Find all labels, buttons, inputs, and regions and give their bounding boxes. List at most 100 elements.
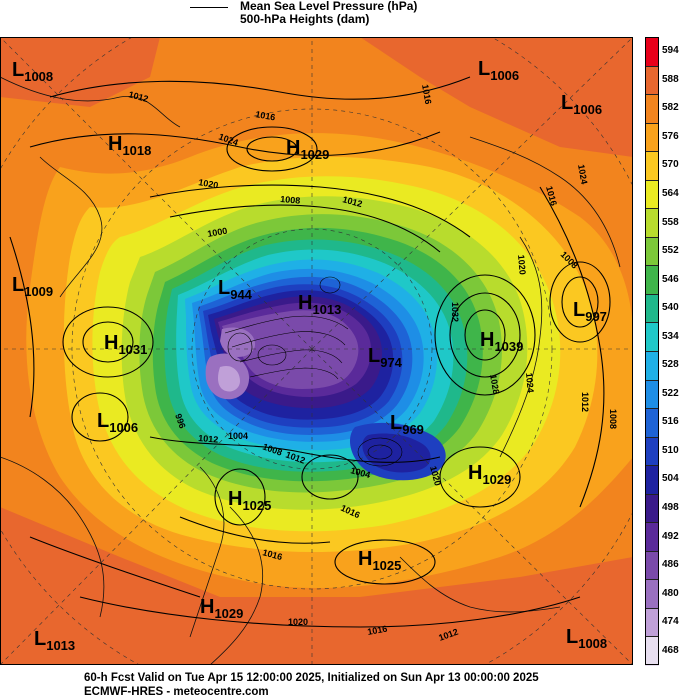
system-letter: H bbox=[358, 548, 372, 570]
isobar-label: 1020 bbox=[288, 617, 308, 627]
colorbar-label: 588 bbox=[662, 73, 679, 85]
system-letter: L bbox=[218, 277, 230, 299]
system-letter: L bbox=[390, 412, 402, 434]
pressure-system: L1009 bbox=[12, 274, 53, 299]
colorbar-swatch bbox=[645, 94, 659, 124]
height-band-588-s bbox=[0, 507, 633, 665]
pressure-system: L997 bbox=[573, 299, 607, 324]
isobar-label: 1012 bbox=[198, 433, 219, 445]
system-letter: L bbox=[478, 58, 490, 80]
colorbar-label: 516 bbox=[662, 416, 679, 428]
colorbar-swatch bbox=[645, 636, 659, 666]
system-value: 1029 bbox=[482, 472, 511, 487]
legend-line-swatch bbox=[190, 7, 228, 8]
system-value: 1029 bbox=[214, 606, 243, 621]
map-frame bbox=[0, 37, 633, 665]
system-value: 1025 bbox=[242, 498, 271, 513]
system-value: 1039 bbox=[494, 339, 523, 354]
system-value: 1006 bbox=[573, 102, 602, 117]
colorbar-swatch bbox=[645, 265, 659, 295]
colorbar-swatch bbox=[645, 236, 659, 267]
system-value: 1013 bbox=[46, 638, 75, 653]
pressure-system: H1029 bbox=[286, 137, 329, 162]
pressure-system: H1013 bbox=[298, 292, 341, 317]
system-value: 1008 bbox=[578, 636, 607, 651]
colorbar-label: 558 bbox=[662, 216, 679, 228]
isobars bbox=[9, 76, 611, 628]
system-value: 1029 bbox=[300, 147, 329, 162]
colorbar-swatch bbox=[645, 151, 659, 181]
colorbar-swatch bbox=[645, 65, 659, 96]
pressure-systems: L1008 L1006 L1006 H1018 H1029 L1009 L944… bbox=[12, 58, 607, 653]
pressure-system: H1025 bbox=[358, 548, 401, 573]
system-letter: L bbox=[566, 626, 578, 648]
system-value: 974 bbox=[380, 355, 402, 370]
isobar-label: 1028 bbox=[488, 374, 501, 395]
isobar-label: 1008 bbox=[280, 194, 301, 206]
colorbar-label: 468 bbox=[662, 644, 679, 656]
height-colorbar: 594 588 582 576 570 564 558 552 546 540 534 528 522 5… bbox=[645, 37, 681, 666]
system-value: 1006 bbox=[490, 68, 519, 83]
isobar-label: 1024 bbox=[576, 164, 589, 185]
footer: 60-h Fcst Valid on Tue Apr 15 12:00:00 2… bbox=[84, 671, 539, 699]
height-band-474 bbox=[218, 365, 240, 392]
system-letter: L bbox=[573, 299, 585, 321]
colorbar-label: 582 bbox=[662, 102, 679, 114]
pressure-system: H1018 bbox=[108, 133, 151, 158]
isobar-label: 1020 bbox=[198, 177, 219, 190]
colorbar-label: 528 bbox=[662, 359, 679, 371]
colorbar-swatch bbox=[645, 208, 659, 238]
system-value: 944 bbox=[230, 287, 252, 302]
pressure-system: L1013 bbox=[34, 628, 75, 653]
colorbar-label: 486 bbox=[662, 559, 679, 571]
colorbar-label: 492 bbox=[662, 530, 679, 542]
colorbar-swatch bbox=[645, 351, 659, 381]
system-letter: H bbox=[286, 137, 300, 159]
pressure-system: L1006 bbox=[561, 92, 602, 117]
system-value: 1018 bbox=[122, 143, 151, 158]
system-value: 1008 bbox=[24, 69, 53, 84]
legend-label-heights: 500-hPa Heights (dam) bbox=[240, 12, 370, 26]
isobar-label: 996 bbox=[173, 412, 188, 430]
system-value: 1013 bbox=[312, 302, 341, 317]
system-letter: H bbox=[104, 332, 118, 354]
colorbar-label: 504 bbox=[662, 473, 679, 485]
colorbar-swatch bbox=[645, 379, 659, 410]
height-contours bbox=[224, 276, 403, 467]
plot-legend: Mean Sea Level Pressure (hPa) 500-hPa He… bbox=[190, 0, 490, 30]
colorbar-swatch bbox=[645, 179, 659, 210]
system-letter: H bbox=[108, 133, 122, 155]
height-band-588-ne bbox=[360, 37, 633, 157]
isobar-label: 1016 bbox=[255, 109, 276, 122]
colorbar-label: 552 bbox=[662, 245, 679, 257]
colorbar-label: 546 bbox=[662, 273, 679, 285]
isobar-label: 1008 bbox=[608, 409, 618, 429]
system-value: 997 bbox=[585, 309, 607, 324]
pressure-system: H1039 bbox=[480, 329, 523, 354]
colorbar-swatch bbox=[645, 37, 659, 67]
colorbar-swatch bbox=[645, 550, 659, 581]
system-value: 1006 bbox=[109, 420, 138, 435]
system-letter: H bbox=[468, 462, 482, 484]
pressure-system: L1006 bbox=[478, 58, 519, 83]
legend-label-mslp: Mean Sea Level Pressure (hPa) bbox=[240, 0, 418, 13]
isobar-label: 1020 bbox=[516, 254, 528, 275]
colorbar-swatch bbox=[645, 607, 659, 638]
colorbar-swatch bbox=[645, 293, 659, 324]
system-value: 1031 bbox=[118, 342, 147, 357]
pressure-system: L1008 bbox=[12, 59, 53, 84]
pressure-system: H1029 bbox=[200, 596, 243, 621]
colorbar-label: 564 bbox=[662, 188, 679, 199]
isobar-label: 1024 bbox=[524, 372, 536, 393]
isobar-label: 1032 bbox=[450, 302, 460, 322]
colorbar-label: 594 bbox=[662, 45, 679, 57]
system-letter: H bbox=[228, 488, 242, 510]
height-band-588-nw bbox=[0, 37, 160, 107]
pressure-system: L969 bbox=[390, 412, 424, 437]
pressure-system: L974 bbox=[368, 345, 403, 370]
system-letter: L bbox=[12, 274, 24, 296]
colorbar-swatch bbox=[645, 522, 659, 552]
pressure-system: H1031 bbox=[104, 332, 147, 357]
system-value: 969 bbox=[402, 422, 424, 437]
colorbar-label: 576 bbox=[662, 130, 679, 142]
